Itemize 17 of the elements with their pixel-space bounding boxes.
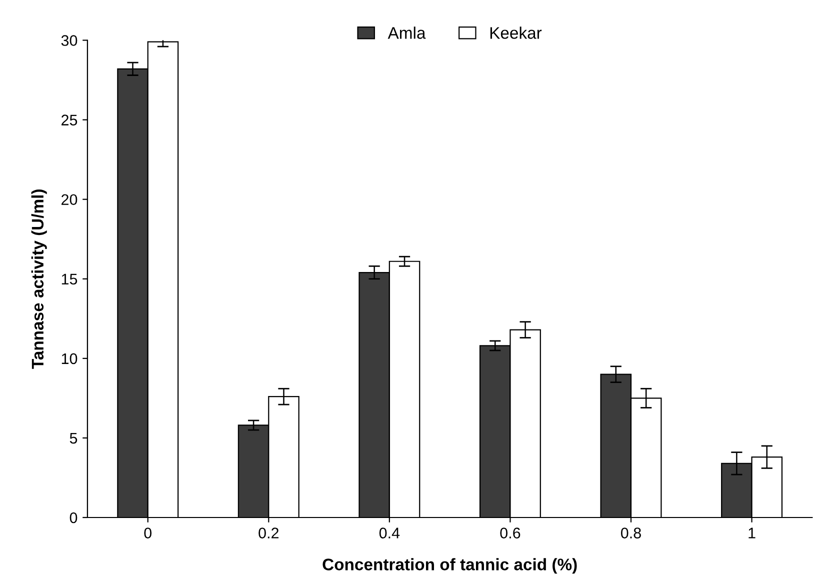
y-tick-label: 25 [62,114,78,126]
x-tick-label: 0 [144,528,152,538]
y-tick-label: 20 [62,194,78,206]
x-tick-label: 0.8 [620,528,641,538]
x-tick-label: 0.2 [258,528,278,538]
legend-label: Keekar [490,26,542,39]
x-tick-label: 0.6 [500,528,520,538]
y-tick-label: 0 [70,512,78,524]
y-tick-label: 5 [70,432,78,444]
legend-label: Amla [388,26,426,39]
x-axis-title: Concentration of tannic acid (%) [322,558,577,574]
x-tick-label: 0.4 [379,528,400,538]
y-tick-label: 10 [62,353,78,364]
y-tick-label: 30 [61,35,78,46]
y-tick-label: 15 [62,274,78,285]
x-tick-label: 1 [748,528,756,538]
y-axis-title: Tannase activity (U/ml) [31,190,47,369]
